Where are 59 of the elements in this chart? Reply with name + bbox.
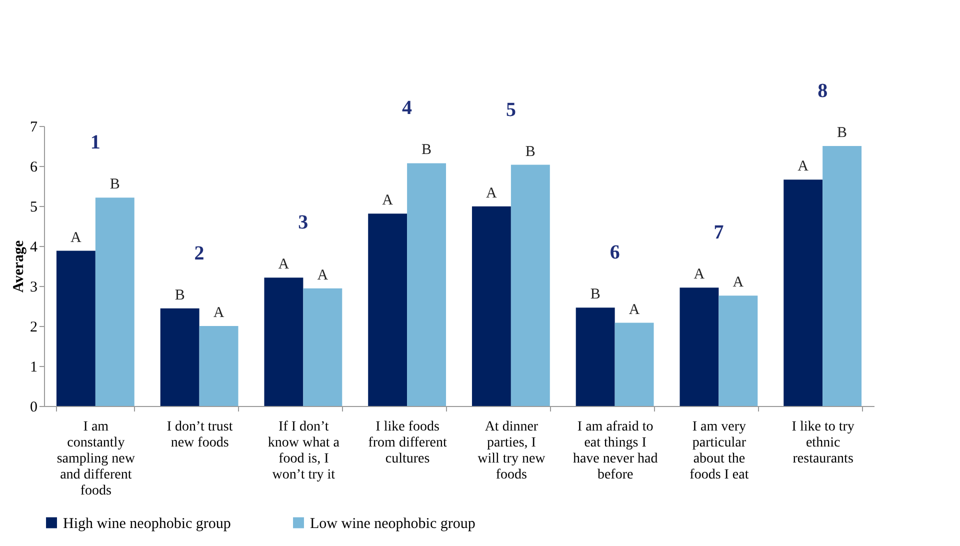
data-label: A (486, 185, 498, 202)
data-label: B (110, 176, 120, 193)
annotation: 3 (298, 212, 308, 234)
data-label: B (174, 287, 185, 304)
data-label: A (278, 256, 290, 273)
bar (472, 206, 511, 406)
bar (784, 180, 823, 406)
bar (56, 250, 96, 406)
bar (303, 288, 342, 406)
y-tick-label: 4 (30, 240, 38, 256)
data-label: A (382, 192, 394, 209)
data-label: B (525, 144, 536, 160)
data-label: A (70, 230, 82, 246)
data-label: A (732, 274, 744, 291)
y-tick-label: 2 (30, 320, 38, 336)
bar (718, 296, 758, 406)
data-label: B (590, 286, 600, 303)
y-tick-label: 5 (30, 200, 38, 216)
bar (264, 278, 304, 406)
bar (680, 288, 719, 406)
text: 4 (402, 97, 412, 120)
data-label: A (798, 158, 809, 175)
y-tick-label: 7 (30, 120, 38, 136)
bar (614, 322, 654, 406)
x-tick-label: I like foods from different cultures (368, 420, 447, 466)
bar (199, 326, 238, 406)
data-label: A (317, 267, 328, 284)
x-tick-label: I am afraid to eat things I have never had before (572, 420, 658, 482)
bar (822, 146, 862, 406)
x-tick-label: I am very particular about the foods I eat (690, 420, 749, 482)
annotation: 6 (610, 242, 620, 264)
data-label: A (213, 305, 224, 321)
legend-label: Low wine neophobic group (310, 516, 476, 532)
data-label: B (422, 142, 432, 158)
y-tick-label: 6 (30, 160, 38, 176)
y-tick-label: 0 (30, 400, 38, 416)
y-axis-title: Average (11, 240, 27, 293)
x-tick-label: If I don’t know what a food is, I won’t try it (268, 420, 340, 482)
y-tick-label: 1 (30, 360, 38, 376)
bar (510, 164, 550, 406)
bar (368, 214, 408, 406)
annotation: 7 (714, 222, 724, 244)
x-tick-label: I like to try ethnic restaurants (792, 420, 854, 466)
bar (407, 163, 446, 406)
y-tick-label: 3 (30, 280, 38, 296)
annotation: 1 (90, 132, 100, 154)
x-tick-label: At dinner parties, I will try new foods (478, 420, 546, 482)
bar (95, 198, 134, 406)
x-tick-label: I don’t trust new foods (166, 420, 233, 450)
text: 8 (818, 80, 828, 102)
bar (576, 308, 615, 406)
bar (160, 308, 200, 406)
data-label: A (628, 302, 640, 318)
data-label: A (694, 266, 705, 283)
text: 5 (506, 98, 516, 121)
legend-label: High wine neophobic group (63, 516, 231, 532)
x-tick-label: I am constantly sampling new and different foods (56, 420, 136, 498)
data-label: B (837, 125, 848, 141)
annotation: 2 (194, 242, 204, 264)
